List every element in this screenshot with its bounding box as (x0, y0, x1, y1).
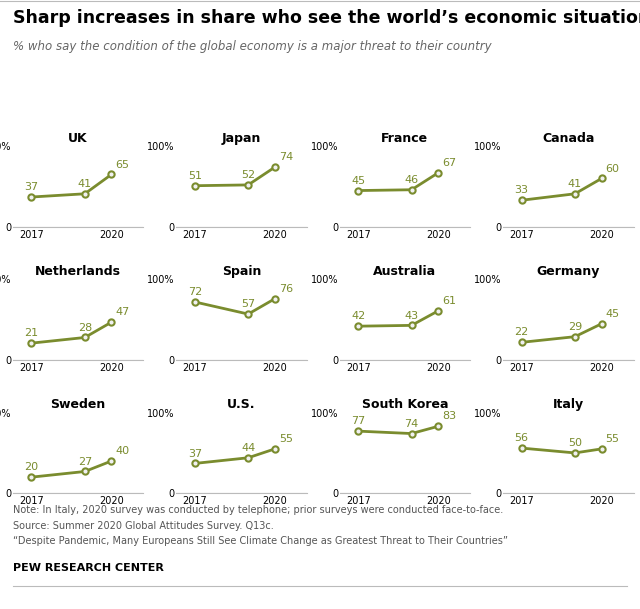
Text: “Despite Pandemic, Many Europeans Still See Climate Change as Greatest Threat to: “Despite Pandemic, Many Europeans Still … (13, 536, 508, 546)
Text: 45: 45 (351, 176, 365, 186)
Text: 51: 51 (188, 171, 202, 181)
Title: UK: UK (68, 132, 88, 145)
Text: 27: 27 (77, 457, 92, 466)
Text: 29: 29 (568, 322, 582, 332)
Text: 55: 55 (605, 434, 620, 444)
Text: 74: 74 (404, 419, 419, 429)
Text: 47: 47 (115, 308, 130, 317)
Text: 83: 83 (442, 412, 456, 421)
Title: Japan: Japan (222, 132, 261, 145)
Text: 55: 55 (279, 434, 293, 444)
Text: 43: 43 (404, 311, 419, 320)
Text: 40: 40 (115, 446, 130, 456)
Text: Note: In Italy, 2020 survey was conducted by telephone; prior surveys were condu: Note: In Italy, 2020 survey was conducte… (13, 505, 503, 515)
Title: France: France (381, 132, 428, 145)
Title: South Korea: South Korea (362, 398, 448, 412)
Text: 44: 44 (241, 443, 255, 453)
Text: 33: 33 (515, 185, 529, 195)
Text: 21: 21 (24, 328, 38, 338)
Text: 57: 57 (241, 299, 255, 309)
Text: % who say the condition of the global economy is a major threat to their country: % who say the condition of the global ec… (13, 40, 492, 52)
Title: Germany: Germany (536, 265, 600, 278)
Text: 22: 22 (515, 328, 529, 337)
Text: 61: 61 (442, 296, 456, 306)
Text: 56: 56 (515, 433, 529, 443)
Title: Sweden: Sweden (51, 398, 106, 412)
Text: 76: 76 (279, 284, 293, 294)
Text: 37: 37 (24, 182, 38, 192)
Text: 50: 50 (568, 438, 582, 448)
Text: PEW RESEARCH CENTER: PEW RESEARCH CENTER (13, 563, 164, 573)
Text: 72: 72 (188, 287, 202, 297)
Text: 77: 77 (351, 417, 365, 426)
Text: 41: 41 (77, 179, 92, 189)
Title: U.S.: U.S. (227, 398, 256, 412)
Text: 41: 41 (568, 179, 582, 189)
Title: Netherlands: Netherlands (35, 265, 121, 278)
Text: 45: 45 (605, 309, 620, 319)
Text: 52: 52 (241, 170, 255, 180)
Text: 74: 74 (279, 152, 293, 163)
Text: 60: 60 (605, 164, 620, 174)
Text: 42: 42 (351, 311, 365, 322)
Text: 67: 67 (442, 158, 456, 168)
Title: Spain: Spain (222, 265, 261, 278)
Text: Source: Summer 2020 Global Attitudes Survey. Q13c.: Source: Summer 2020 Global Attitudes Sur… (13, 521, 273, 530)
Title: Italy: Italy (553, 398, 584, 412)
Text: Sharp increases in share who see the world’s economic situation as a major threa: Sharp increases in share who see the wor… (13, 9, 640, 27)
Text: 37: 37 (188, 449, 202, 459)
Title: Australia: Australia (373, 265, 436, 278)
Text: 65: 65 (115, 160, 129, 169)
Title: Canada: Canada (542, 132, 595, 145)
Text: 20: 20 (24, 462, 38, 473)
Text: 46: 46 (404, 175, 419, 185)
Text: 28: 28 (77, 323, 92, 333)
